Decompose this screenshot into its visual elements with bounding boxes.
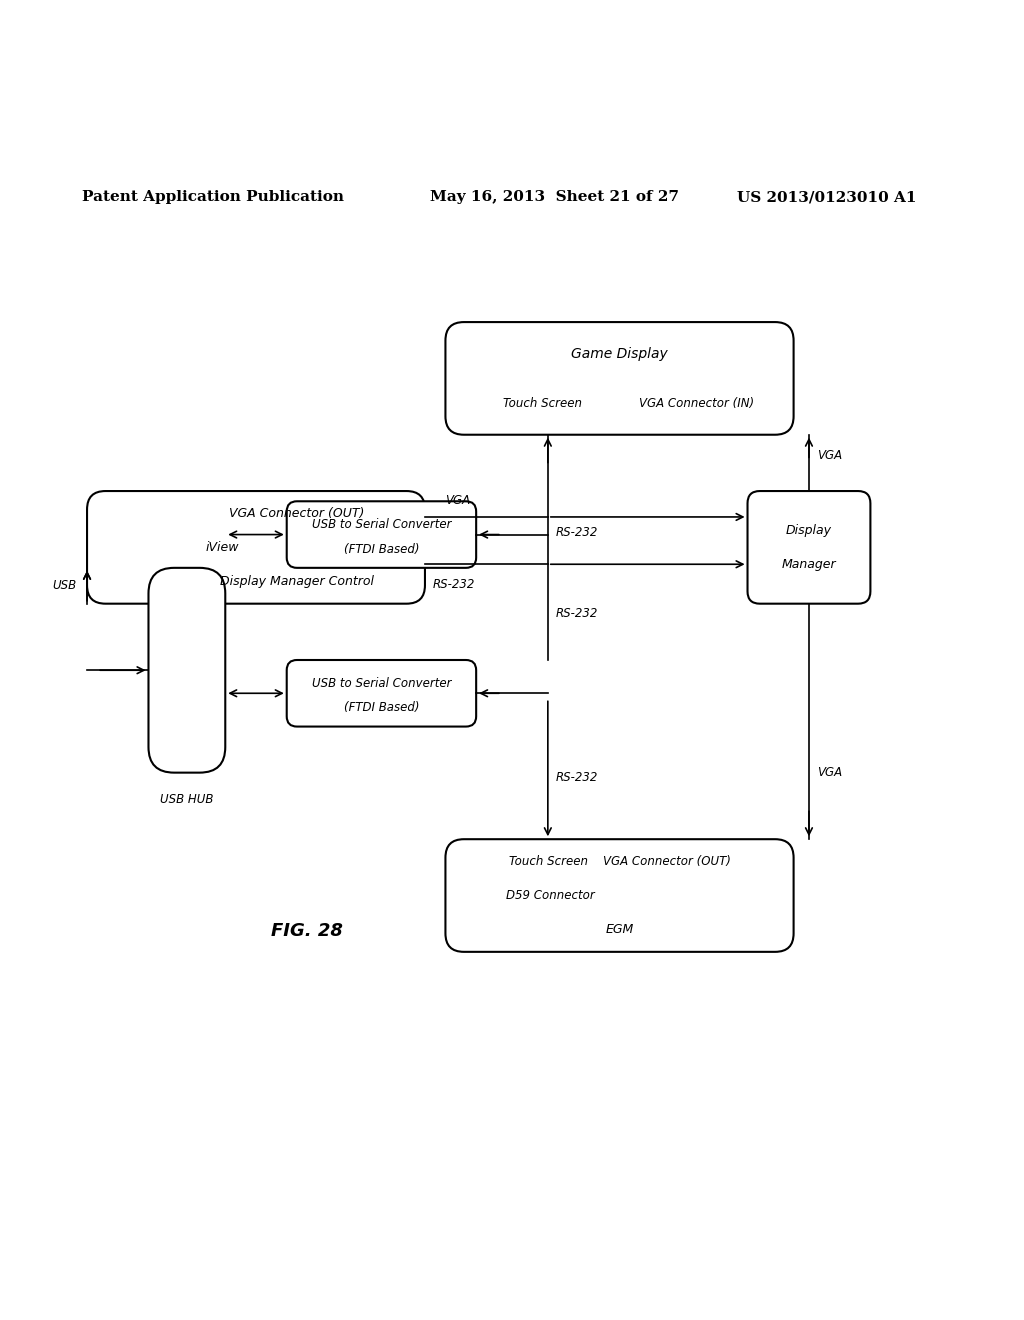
Text: Display: Display xyxy=(786,524,831,537)
Text: RS-232: RS-232 xyxy=(556,527,598,540)
Text: VGA: VGA xyxy=(445,494,470,507)
FancyBboxPatch shape xyxy=(445,322,794,434)
Text: US 2013/0123010 A1: US 2013/0123010 A1 xyxy=(737,190,916,205)
FancyBboxPatch shape xyxy=(748,491,870,603)
Text: (FTDI Based): (FTDI Based) xyxy=(344,543,419,556)
Text: USB HUB: USB HUB xyxy=(160,793,214,807)
Text: Display Manager Control: Display Manager Control xyxy=(219,574,374,587)
Text: iView: iView xyxy=(205,541,239,554)
Text: Patent Application Publication: Patent Application Publication xyxy=(82,190,344,205)
Text: RS-232: RS-232 xyxy=(556,771,598,784)
FancyBboxPatch shape xyxy=(287,502,476,568)
Text: Game Display: Game Display xyxy=(571,347,668,360)
FancyBboxPatch shape xyxy=(445,840,794,952)
Text: USB to Serial Converter: USB to Serial Converter xyxy=(311,517,452,531)
Text: VGA: VGA xyxy=(817,449,843,462)
Text: FIG. 28: FIG. 28 xyxy=(271,923,343,940)
FancyBboxPatch shape xyxy=(87,491,425,603)
FancyBboxPatch shape xyxy=(287,660,476,726)
FancyBboxPatch shape xyxy=(148,568,225,772)
Text: D59 Connector: D59 Connector xyxy=(506,890,594,902)
Text: Touch Screen    VGA Connector (OUT): Touch Screen VGA Connector (OUT) xyxy=(509,855,730,869)
Text: VGA Connector (IN): VGA Connector (IN) xyxy=(639,397,754,409)
Text: VGA: VGA xyxy=(817,766,843,779)
Text: Touch Screen: Touch Screen xyxy=(504,397,583,409)
Text: VGA Connector (OUT): VGA Connector (OUT) xyxy=(228,507,365,520)
Text: (FTDI Based): (FTDI Based) xyxy=(344,701,419,714)
Text: USB to Serial Converter: USB to Serial Converter xyxy=(311,677,452,690)
Text: Manager: Manager xyxy=(781,558,837,570)
Text: May 16, 2013  Sheet 21 of 27: May 16, 2013 Sheet 21 of 27 xyxy=(430,190,679,205)
Text: RS-232: RS-232 xyxy=(556,607,598,620)
Text: RS-232: RS-232 xyxy=(432,578,475,590)
Text: USB: USB xyxy=(52,579,77,593)
Text: EGM: EGM xyxy=(605,923,634,936)
